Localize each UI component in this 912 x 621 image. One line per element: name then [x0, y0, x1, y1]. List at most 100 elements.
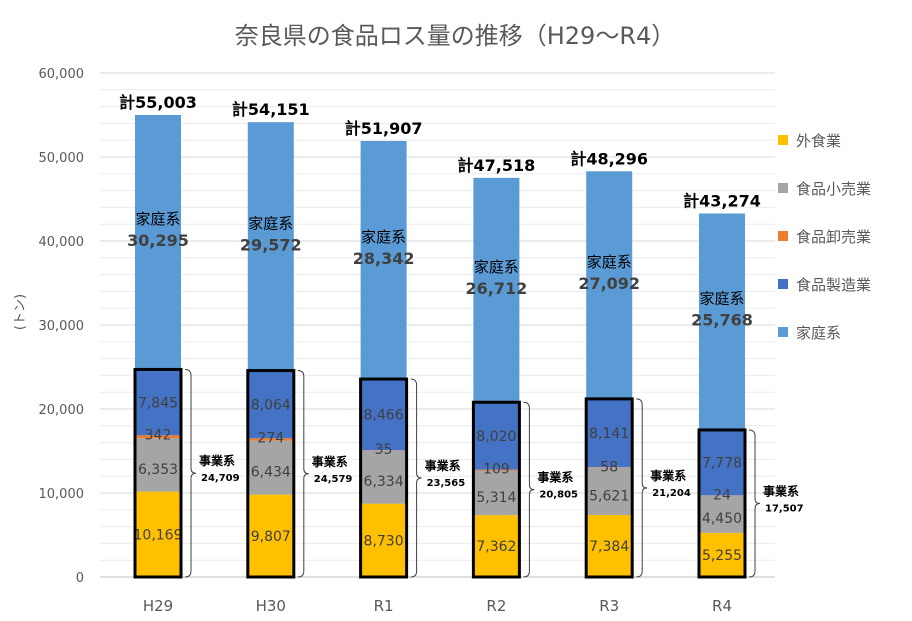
data-label: 109	[483, 462, 510, 478]
data-label: 28,342	[353, 249, 415, 268]
data-label: 8,730	[364, 533, 404, 549]
bar-segment-0	[473, 515, 520, 577]
total-label: 計54,151	[232, 100, 310, 119]
business-total: 21,204	[652, 488, 691, 499]
legend-swatch	[778, 327, 788, 337]
business-total: 24,709	[201, 473, 240, 484]
gridlines	[100, 72, 775, 578]
y-tick-label: 20,000	[39, 403, 85, 418]
total-label: 計55,003	[119, 93, 197, 112]
business-label: 事業系	[763, 483, 799, 498]
business-outline	[471, 400, 521, 579]
business-total: 20,805	[539, 490, 578, 501]
bar-segment-3	[360, 379, 407, 451]
data-label: 26,712	[466, 279, 528, 298]
total-label: 計48,296	[570, 149, 648, 168]
data-label: 30,295	[127, 231, 189, 250]
data-label: 8,020	[476, 429, 516, 445]
data-label: 25,768	[691, 311, 753, 330]
bar-segment-2	[135, 435, 181, 439]
legend-swatch	[778, 231, 788, 241]
x-tick-label: H30	[256, 597, 286, 615]
household-label: 家庭系	[248, 214, 293, 232]
data-label: 6,353	[138, 462, 178, 478]
business-outline	[246, 369, 296, 579]
data-label: 7,778	[702, 456, 742, 472]
legend-label: 食品製造業	[796, 276, 871, 294]
data-label: 7,384	[589, 539, 629, 555]
x-tick-label: R2	[486, 597, 506, 615]
legend-label: 食品小売業	[796, 180, 871, 198]
bar-segment-4	[586, 171, 633, 399]
y-tick-label: 10,000	[39, 487, 85, 502]
data-label: 58	[600, 459, 618, 475]
business-brace	[523, 401, 535, 578]
legend-label: 外食業	[796, 132, 841, 150]
business-total: 24,579	[314, 474, 353, 485]
bar-segment-1	[699, 495, 745, 533]
data-label: 342	[145, 427, 172, 443]
data-label: 274	[257, 430, 284, 446]
x-axis-ticks: H29 H30 R1 R2 R3 R4	[143, 597, 732, 615]
household-label: 家庭系	[135, 210, 180, 228]
y-tick-label: 60,000	[39, 67, 85, 82]
legend-swatch	[778, 279, 788, 289]
business-outline	[697, 428, 747, 579]
bar-segment-3	[247, 370, 294, 439]
chart-title: 奈良県の食品ロス量の推移（H29〜R4）	[235, 22, 676, 50]
legend-swatch	[778, 183, 788, 193]
bar-segment-4	[135, 114, 181, 370]
data-label: 7,362	[476, 539, 516, 555]
bar-segment-1	[473, 470, 520, 516]
data-label: 7,845	[138, 395, 178, 411]
data-label: 6,434	[251, 465, 291, 481]
business-brace	[636, 398, 648, 578]
bar-segment-0	[135, 491, 181, 577]
data-label: 9,807	[251, 529, 291, 545]
bar-segment-2	[473, 469, 520, 471]
legend-label: 家庭系	[796, 324, 841, 342]
total-label: 計47,518	[458, 156, 536, 175]
data-label: 5,621	[589, 488, 629, 504]
business-brace	[184, 368, 197, 578]
household-label: 家庭系	[699, 290, 744, 308]
business-label: 事業系	[199, 453, 235, 468]
x-tick-label: R1	[374, 597, 394, 615]
total-label: 計43,274	[683, 191, 761, 210]
business-outline	[584, 397, 634, 579]
data-label: 8,141	[589, 426, 629, 442]
data-label: 6,334	[364, 474, 404, 490]
business-brace	[297, 370, 309, 578]
bar-segment-0	[586, 514, 633, 577]
business-label: 事業系	[537, 470, 573, 485]
data-label: 5,314	[476, 490, 516, 506]
bar-segment-3	[699, 429, 745, 496]
bar-segment-3	[473, 402, 520, 470]
bar-segment-0	[247, 494, 294, 577]
bar-segment-3	[586, 398, 633, 468]
data-label: 5,255	[702, 548, 742, 564]
legend-label: 食品卸売業	[796, 228, 871, 246]
data-label: 24	[713, 487, 731, 503]
data-label: 35	[375, 442, 393, 458]
bar-segment-1	[247, 440, 294, 495]
bar-segment-1	[360, 450, 407, 504]
household-label: 家庭系	[587, 253, 632, 271]
data-label: 10,169	[134, 527, 183, 543]
data-label: 8,064	[251, 397, 291, 413]
y-tick-label: 0	[76, 571, 84, 586]
bar-segment-0	[699, 532, 745, 577]
bar-segment-4	[473, 177, 520, 403]
y-tick-label: 40,000	[39, 235, 85, 250]
bar-segment-4	[360, 140, 407, 380]
y-axis-ticks: 0 10,000 20,000 30,000 40,000 50,000 60,000	[39, 67, 85, 586]
bar-segment-2	[247, 438, 294, 441]
bar-segment-1	[586, 467, 633, 515]
data-label: 4,450	[702, 511, 742, 527]
business-total: 23,565	[427, 478, 466, 489]
total-label: 計51,907	[345, 119, 423, 138]
y-tick-label: 50,000	[39, 151, 85, 166]
business-label: 事業系	[312, 454, 348, 469]
